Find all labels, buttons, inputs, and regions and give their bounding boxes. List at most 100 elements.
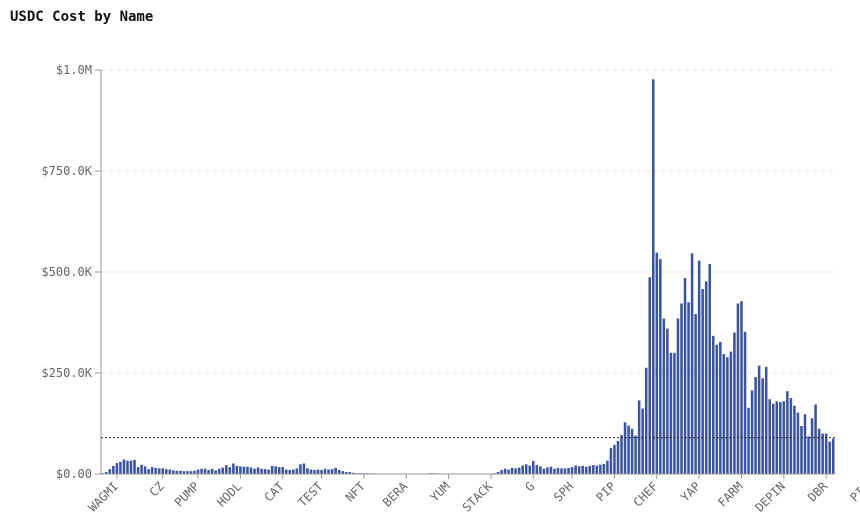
- bar: [284, 469, 288, 474]
- bar: [507, 469, 510, 474]
- bar: [779, 402, 782, 474]
- bar: [546, 467, 549, 474]
- bar: [203, 468, 207, 474]
- bar: [246, 466, 249, 474]
- bar: [754, 377, 757, 474]
- bar: [719, 341, 722, 474]
- bar: [214, 470, 217, 474]
- x-tick-label: SPH: [551, 479, 576, 504]
- bar: [715, 344, 719, 474]
- bar: [277, 467, 281, 474]
- bar: [807, 436, 810, 474]
- bar: [814, 404, 817, 474]
- bar: [687, 302, 690, 474]
- bar: [828, 441, 831, 474]
- bar: [620, 435, 623, 474]
- x-tick-label: PIP: [593, 479, 618, 504]
- bar: [810, 418, 814, 474]
- bar: [126, 460, 129, 474]
- bar: [680, 303, 683, 474]
- x-tick-label: STACK: [460, 479, 496, 515]
- bar: [637, 400, 641, 474]
- bar: [352, 472, 355, 474]
- bar: [659, 259, 662, 474]
- x-tick-label: FARM: [715, 479, 745, 509]
- bar: [577, 466, 581, 474]
- bar: [786, 391, 789, 474]
- bar: [165, 469, 168, 474]
- bar: [309, 469, 313, 474]
- bar: [761, 378, 764, 474]
- bar: [500, 469, 503, 474]
- bar: [320, 469, 323, 474]
- bar: [666, 328, 669, 474]
- x-tick-label: PIE: [847, 479, 860, 504]
- bar: [207, 469, 210, 474]
- bar: [609, 448, 613, 474]
- x-tick-label: YUM: [427, 479, 452, 504]
- x-tick-label: CHEF: [631, 479, 661, 509]
- bar: [189, 471, 193, 474]
- bar: [648, 277, 652, 474]
- bar: [690, 253, 694, 474]
- bar: [775, 401, 779, 474]
- bar: [112, 465, 115, 474]
- bar: [634, 435, 637, 474]
- bar: [316, 469, 320, 474]
- bar: [768, 399, 771, 474]
- bar: [228, 467, 232, 474]
- bar: [740, 301, 743, 474]
- bar: [260, 468, 263, 474]
- x-tick-label: CAT: [262, 479, 287, 504]
- bar: [521, 465, 524, 474]
- bar: [344, 471, 348, 474]
- x-tick-label: CZ: [147, 479, 167, 499]
- bar: [750, 390, 754, 474]
- bar: [108, 469, 112, 474]
- chart-title: USDC Cost by Name: [10, 9, 154, 25]
- bar: [644, 367, 648, 474]
- bar: [119, 461, 122, 474]
- bar: [570, 467, 574, 474]
- bar: [831, 438, 835, 474]
- bar: [535, 465, 539, 474]
- bar: [337, 469, 341, 474]
- bar: [263, 469, 267, 474]
- bar: [249, 467, 253, 474]
- bar: [708, 263, 711, 474]
- gridlines: [101, 69, 835, 374]
- bar: [595, 465, 599, 474]
- bar: [172, 470, 175, 474]
- y-tick-label: $750.0K: [41, 164, 92, 178]
- bar: [824, 433, 828, 474]
- bar: [157, 468, 161, 474]
- bar: [313, 469, 316, 474]
- bar: [168, 469, 172, 474]
- bar: [274, 466, 277, 474]
- bar: [606, 460, 609, 474]
- bar: [704, 281, 708, 474]
- y-axis-ticks: $0.00 $250.0K $500.0K $750.0K $1.0M: [41, 63, 101, 481]
- bar: [143, 466, 147, 474]
- x-tick-label: TEST: [295, 479, 325, 509]
- bar: [154, 467, 157, 474]
- bar: [327, 469, 330, 474]
- bar: [323, 468, 327, 474]
- bar: [616, 440, 620, 474]
- bar: [510, 467, 514, 474]
- x-tick-label: DBR: [805, 479, 831, 505]
- bar: [733, 332, 736, 474]
- bar: [299, 464, 302, 474]
- bar: [161, 468, 165, 474]
- bars: [101, 79, 835, 475]
- bar: [771, 403, 775, 474]
- bar: [503, 468, 507, 474]
- bar: [175, 470, 179, 474]
- bar: [186, 471, 189, 474]
- bar: [334, 467, 337, 474]
- bar: [574, 465, 577, 474]
- bar: [701, 288, 704, 474]
- bar: [532, 461, 535, 474]
- bar: [599, 464, 602, 474]
